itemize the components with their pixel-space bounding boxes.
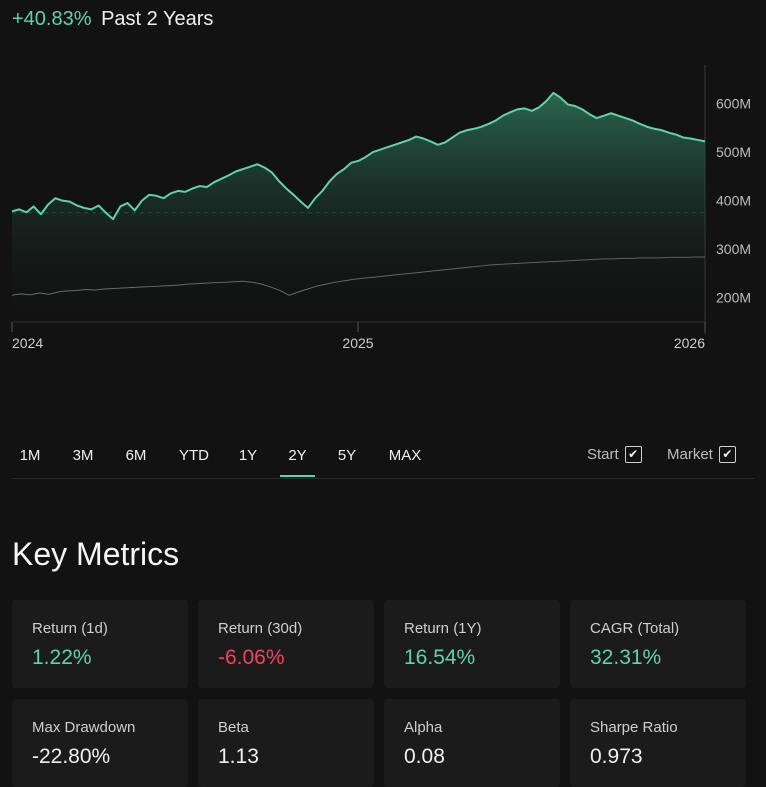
range-3m-button[interactable]: 3M — [72, 447, 94, 464]
metric-value: 16.54% — [404, 646, 476, 669]
performance-header: +40.83% Past 2 Years — [12, 8, 213, 31]
metric-value: -6.06% — [218, 646, 285, 669]
range-ytd-button[interactable]: YTD — [179, 447, 209, 464]
metric-card: Alpha 0.08 — [384, 699, 560, 787]
performance-chart[interactable]: 600M 500M 400M 300M 200M 2024 2025 2026 — [0, 55, 766, 355]
metric-label: CAGR (Total) — [590, 620, 680, 637]
metric-card: Return (1d) 1.22% — [12, 600, 188, 688]
range-6m-button[interactable]: 6M — [125, 447, 147, 464]
metric-label: Return (1d) — [32, 620, 108, 637]
y-tick-label: 300M — [716, 241, 751, 257]
y-tick-label: 200M — [716, 290, 751, 306]
market-toggle-label: Market — [667, 446, 713, 463]
x-tick-label: 2025 — [342, 335, 373, 351]
metric-value: 32.31% — [590, 646, 662, 669]
metric-label: Return (1Y) — [404, 620, 482, 637]
metric-card: Max Drawdown -22.80% — [12, 699, 188, 787]
performance-period: Past 2 Years — [101, 8, 214, 30]
checkmark-icon[interactable]: ✔ — [718, 446, 736, 463]
metric-card: CAGR (Total) 32.31% — [570, 600, 746, 688]
metric-label: Sharpe Ratio — [590, 719, 678, 736]
metric-card: Sharpe Ratio 0.973 — [570, 699, 746, 787]
start-toggle-label: Start — [587, 446, 619, 463]
y-tick-label: 500M — [716, 144, 751, 160]
metric-card: Beta 1.13 — [198, 699, 374, 787]
metric-label: Alpha — [404, 719, 443, 736]
metric-label: Max Drawdown — [32, 719, 136, 736]
range-2y-button[interactable]: 2Y — [280, 436, 315, 477]
metric-label: Return (30d) — [218, 620, 303, 637]
start-toggle[interactable]: Start ✔ — [587, 446, 642, 463]
x-tick-label: 2024 — [12, 335, 43, 351]
metric-value: 1.22% — [32, 646, 92, 669]
metric-value: -22.80% — [32, 745, 111, 768]
y-tick-label: 600M — [716, 96, 751, 112]
performance-change: +40.83% — [12, 8, 92, 30]
metric-label: Beta — [218, 719, 249, 736]
time-range-selector: 1M 3M 6M YTD 1Y 2Y 5Y MAX Start ✔ Market… — [12, 436, 754, 479]
market-toggle[interactable]: Market ✔ — [667, 446, 736, 463]
metric-card: Return (30d) -6.06% — [198, 600, 374, 688]
range-max-button[interactable]: MAX — [388, 447, 422, 464]
x-tick-label: 2026 — [674, 335, 705, 351]
range-1y-button[interactable]: 1Y — [238, 447, 258, 464]
metric-value: 1.13 — [218, 745, 259, 768]
portfolio-area — [12, 92, 705, 323]
portfolio-series-line — [11, 91, 706, 221]
metric-value: 0.08 — [404, 745, 445, 768]
section-title: Key Metrics — [12, 536, 180, 572]
checkmark-icon[interactable]: ✔ — [624, 446, 642, 463]
y-tick-label: 400M — [716, 193, 751, 209]
metric-value: 0.973 — [590, 745, 643, 768]
range-5y-button[interactable]: 5Y — [337, 447, 357, 464]
metric-card: Return (1Y) 16.54% — [384, 600, 560, 688]
range-1m-button[interactable]: 1M — [19, 447, 41, 464]
